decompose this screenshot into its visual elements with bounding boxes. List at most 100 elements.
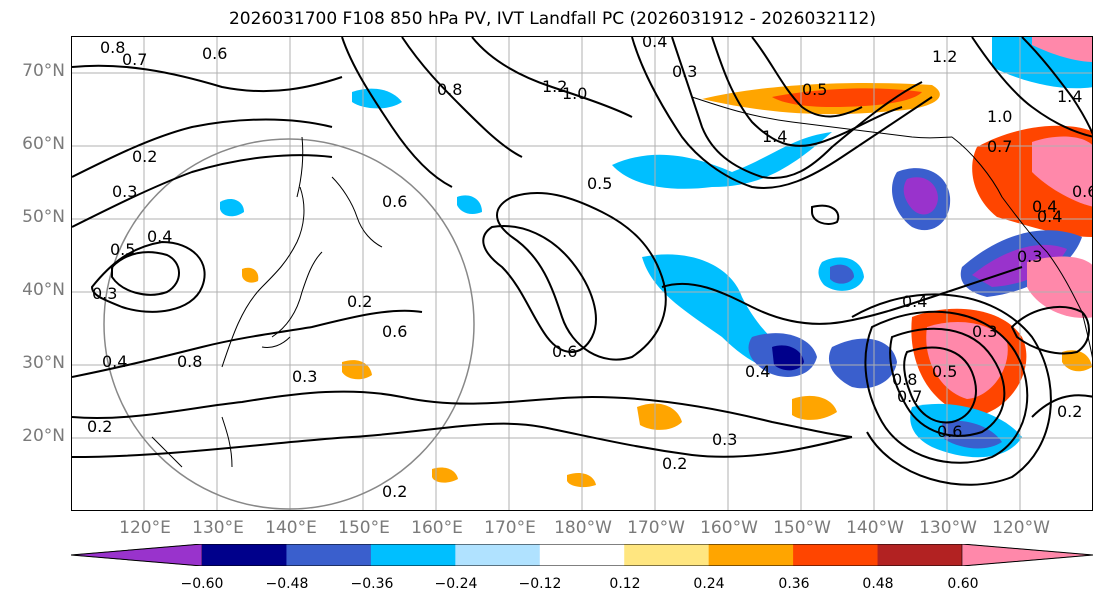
colorbar-segment (961, 544, 1093, 566)
shade-orange-small-1 (637, 403, 682, 430)
lon-label-130e: 130°E (192, 518, 244, 538)
lon-label-170w: 170°W (627, 518, 685, 538)
shade-red-alaska (772, 88, 922, 107)
colorbar-tick: −0.12 (518, 576, 562, 592)
contour-label: 0.3 (292, 367, 317, 386)
contour-label: 0.3 (672, 62, 697, 81)
lat-label-70n: 70°N (22, 61, 65, 81)
shade-navy-mid (772, 345, 804, 371)
lat-label-50n: 50°N (22, 207, 65, 227)
contour-label: 0.4 (102, 352, 127, 371)
shade-blue-aleutian (612, 132, 832, 189)
shade-orange-small-10 (1062, 350, 1092, 372)
contour-label: 1.2 (542, 77, 567, 96)
map-canvas: 0.8 0.7 0.6 0.5 0.4 0.3 0.2 1.2 1.0 0.8 … (72, 37, 1093, 510)
shade-blue-small-4 (352, 88, 402, 109)
colorbar-segment (624, 544, 710, 566)
colorbar-tick: 0.48 (862, 576, 894, 592)
colorbar-segment (793, 544, 879, 566)
colorbar-segment (708, 544, 794, 566)
contour-label: 0.2 (1057, 402, 1082, 421)
contour-label: 0.8 (892, 370, 917, 389)
lon-label-140e: 140°E (265, 518, 317, 538)
contour-label: 1.0 (562, 84, 587, 103)
contour-label: 0.3 (712, 430, 737, 449)
colorbar (71, 544, 1093, 566)
shade-pink-ne (1032, 37, 1092, 62)
lon-label-160e: 160°E (411, 518, 463, 538)
colorbar-tick: 0.36 (778, 576, 810, 592)
landfall-radius-circle (103, 138, 475, 510)
colorbar-segment (202, 544, 287, 566)
lon-label-140w: 140°W (846, 518, 904, 538)
lon-label-150w: 150°W (773, 518, 831, 538)
pv-shading (220, 37, 1092, 488)
shade-orange-small-7 (242, 267, 259, 283)
lon-label-130w: 130°W (919, 518, 977, 538)
colorbar-tick: −0.60 (180, 576, 224, 592)
lat-label-20n: 20°N (22, 426, 65, 446)
shade-orange-small-8 (432, 467, 458, 483)
contour-label: 0.2 (662, 454, 687, 473)
pv-contours (72, 37, 1092, 486)
lon-label-160w: 160°W (700, 518, 758, 538)
contour-label: 1.0 (987, 107, 1012, 126)
contour-label: 0.5 (110, 240, 135, 259)
contour-label: 0.2 (87, 417, 112, 436)
contour-label: 0.8 (437, 80, 462, 99)
colorbar-segment (71, 544, 203, 566)
contour-label: 0.5 (802, 80, 827, 99)
shade-blue-small-5 (220, 198, 244, 217)
coastlines (151, 96, 1092, 468)
colorbar-segment (370, 544, 456, 566)
contour-label: 0.2 (382, 482, 407, 501)
contour-label: 0.4 (642, 37, 667, 51)
contour-label: 0.2 (347, 292, 372, 311)
colorbar-segment (539, 544, 625, 566)
contour-label: 0.5 (932, 362, 957, 381)
contour-label: 1.4 (1057, 87, 1082, 106)
contour-label: 0.4 (1032, 197, 1057, 216)
shade-pink-bc (1032, 136, 1092, 207)
contour-label: 0.6 (937, 422, 962, 441)
contour-label: 0.6 (552, 342, 577, 361)
contour-label: 0.4 (902, 292, 927, 311)
shade-pink-east (1027, 256, 1092, 318)
contour-label-group: 0.8 0.7 0.6 0.5 0.4 0.3 0.2 1.2 1.0 0.8 … (87, 37, 1093, 501)
lon-label-170e: 170°E (484, 518, 536, 538)
contour-label: 0.6 (382, 322, 407, 341)
contour-label: 0.5 (587, 174, 612, 193)
shade-orange-small-3 (342, 360, 372, 380)
lat-label-60n: 60°N (22, 134, 65, 154)
colorbar-tick: −0.48 (265, 576, 309, 592)
shade-blue-central (828, 338, 897, 389)
contour-label: 1.2 (932, 47, 957, 66)
colorbar-tick: −0.24 (434, 576, 478, 592)
lon-label-180w: 180°W (554, 518, 612, 538)
lon-label-120w: 120°W (992, 518, 1050, 538)
shade-orange-small-2 (792, 395, 837, 420)
contour-label: 1.4 (762, 127, 787, 146)
contour-label: 0.3 (92, 284, 117, 303)
colorbar-tick: 0.24 (693, 576, 725, 592)
colorbar-segments (71, 544, 1093, 566)
contour-label: 0.7 (897, 387, 922, 406)
contour-label: 0.6 (1072, 182, 1093, 201)
colorbar-tick: 0.60 (947, 576, 979, 592)
contour-label: 0.7 (987, 137, 1012, 156)
contour-label: 0.6 (382, 192, 407, 211)
contour-label: 0.4 (1037, 207, 1062, 226)
contour-label: 0.4 (147, 227, 172, 246)
contour-label: 0.3 (112, 182, 137, 201)
colorbar-tick: −0.36 (350, 576, 394, 592)
colorbar-segment (286, 544, 372, 566)
colorbar-segment (455, 544, 541, 566)
contour-label: 0.3 (972, 322, 997, 341)
shade-darkpurple-gulf (903, 177, 938, 215)
colorbar-tick: 0.12 (609, 576, 641, 592)
lat-label-40n: 40°N (22, 280, 65, 300)
lat-label-30n: 30°N (22, 353, 65, 373)
lon-label-150e: 150°E (338, 518, 390, 538)
contour-label: 0.3 (1017, 247, 1042, 266)
map-panel: 0.8 0.7 0.6 0.5 0.4 0.3 0.2 1.2 1.0 0.8 … (71, 36, 1093, 511)
